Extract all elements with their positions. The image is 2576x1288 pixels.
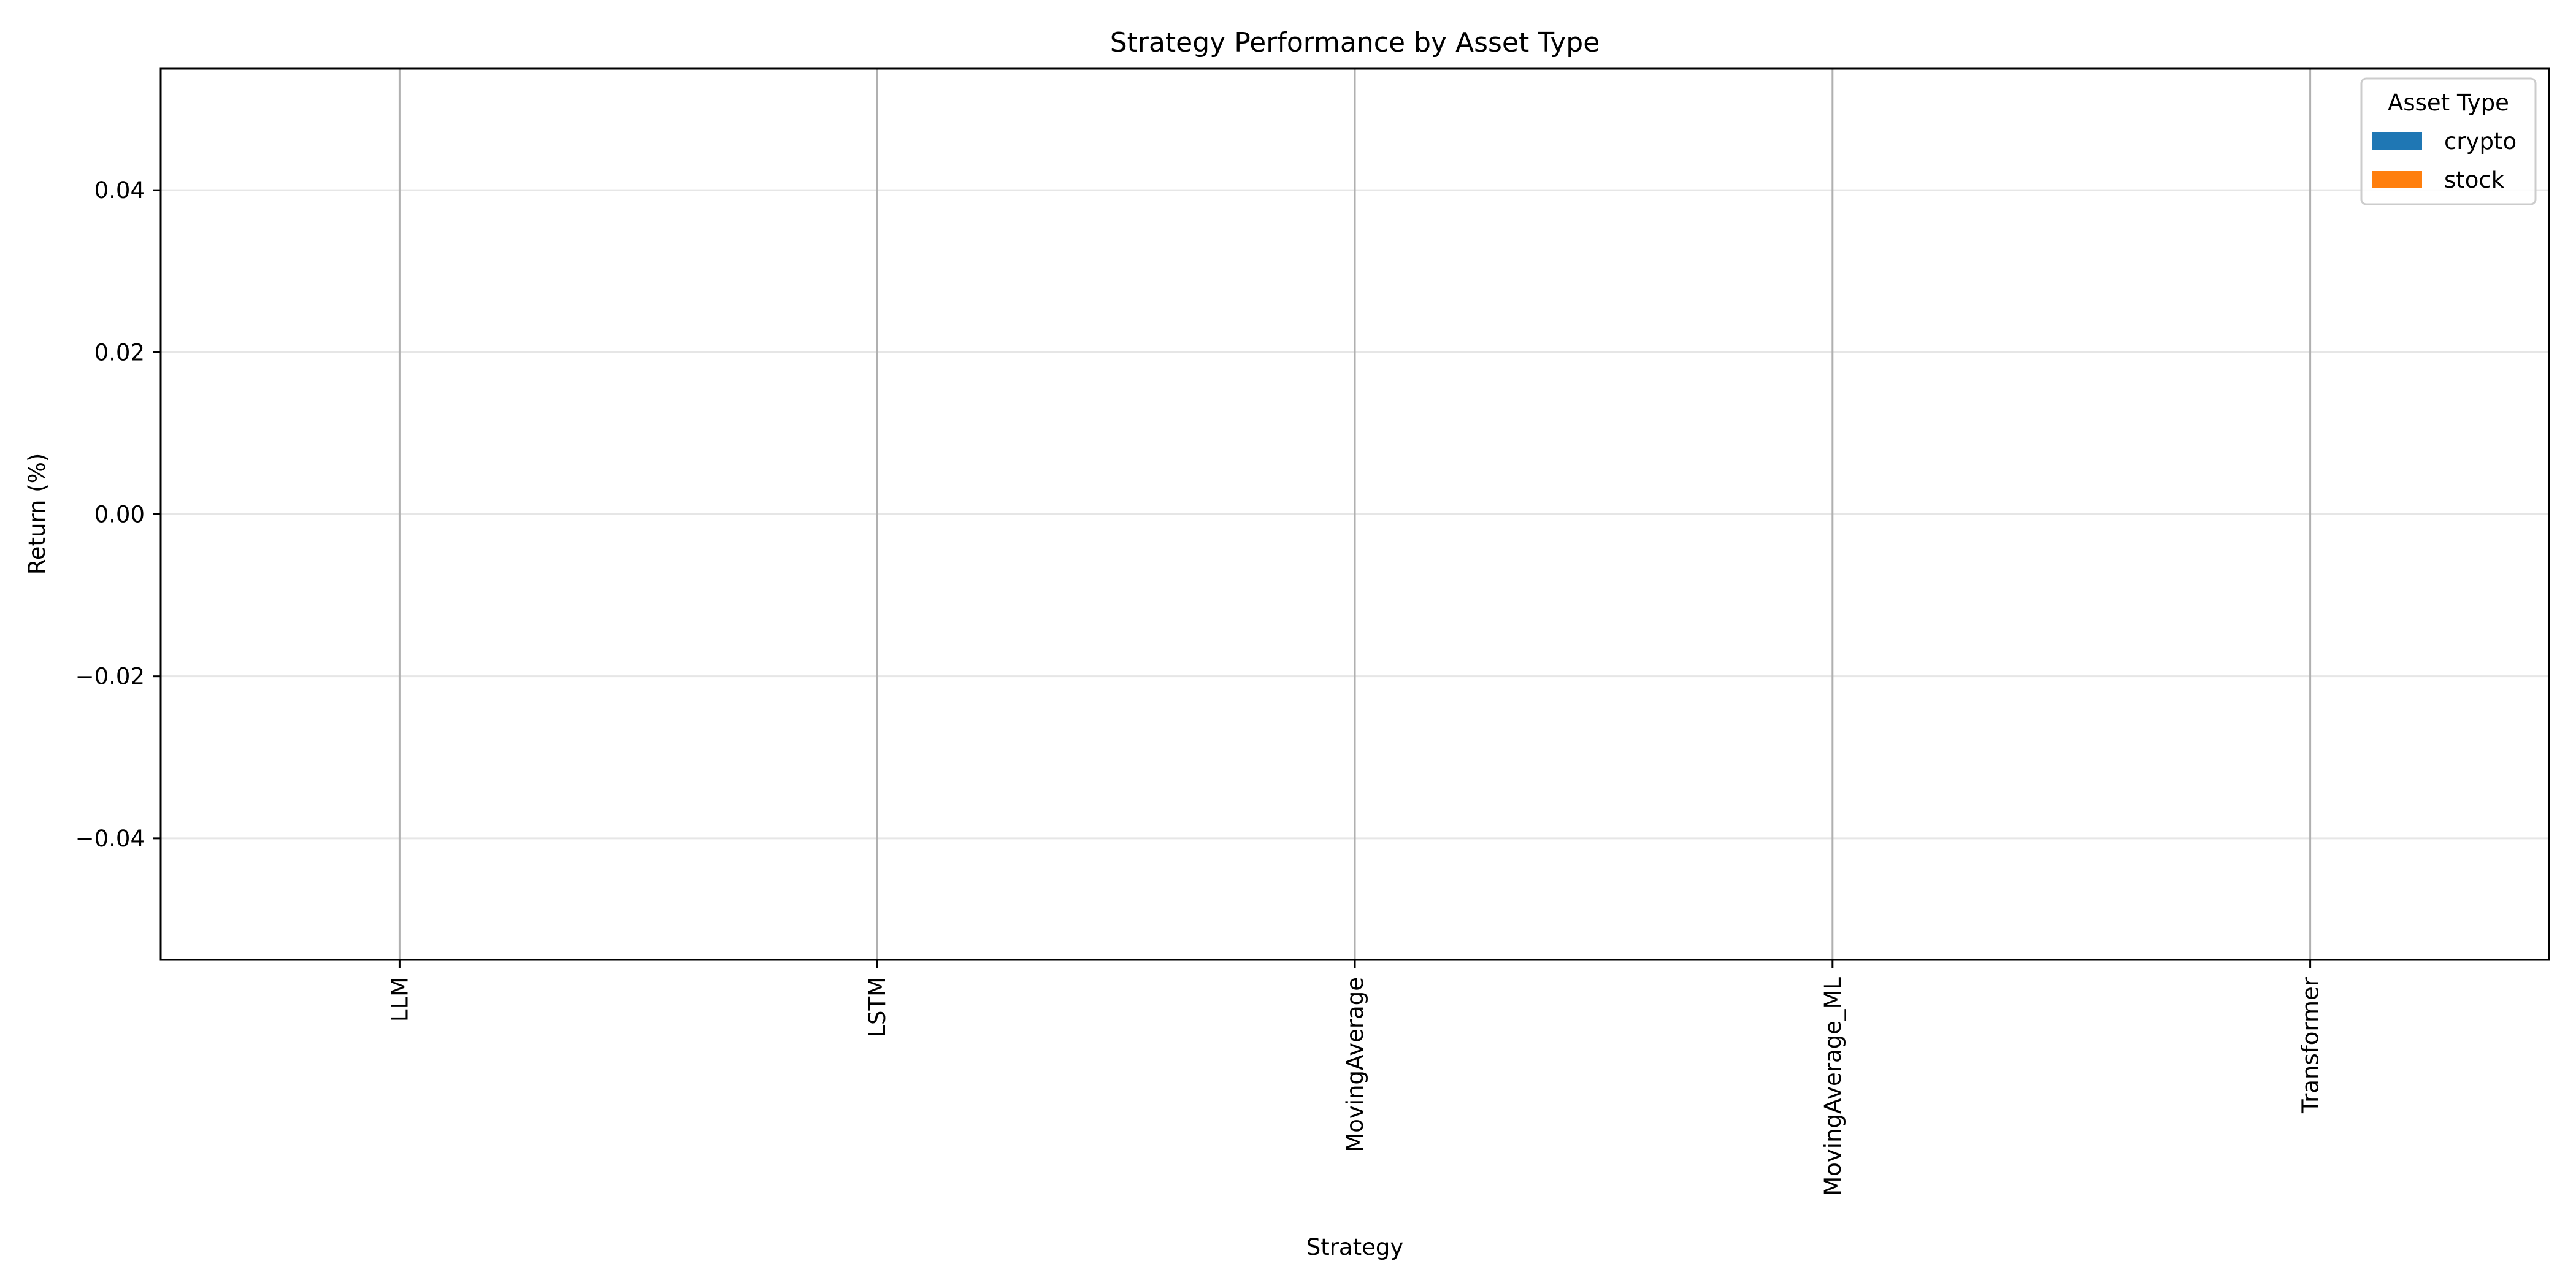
x-axis-title: Strategy xyxy=(1306,1234,1404,1260)
chart-title: Strategy Performance by Asset Type xyxy=(1110,27,1600,58)
y-axis-title: Return (%) xyxy=(24,453,50,575)
x-tick-label: Transformer xyxy=(2298,976,2324,1114)
y-tick-label: −0.04 xyxy=(75,826,145,852)
legend[interactable]: Asset Type crypto stock xyxy=(2360,77,2537,205)
legend-label-stock: stock xyxy=(2444,167,2505,193)
legend-swatch-crypto xyxy=(2372,132,2422,150)
y-tick-label: −0.02 xyxy=(75,664,145,690)
legend-swatch-stock xyxy=(2372,171,2422,188)
y-tick-label: 0.02 xyxy=(94,339,145,366)
y-tick-label: 0.04 xyxy=(94,177,145,204)
x-tick-label: LLM xyxy=(386,977,413,1022)
x-axis: LLM LSTM MovingAverage MovingAverage_ML Tran… xyxy=(386,960,2324,1196)
y-tick-label: 0.00 xyxy=(94,502,145,528)
x-tick-label: LSTM xyxy=(864,977,891,1038)
x-tick-label: MovingAverage xyxy=(1342,977,1368,1152)
legend-title: Asset Type xyxy=(2388,90,2509,116)
y-axis: −0.04 −0.02 0.00 0.02 0.04 xyxy=(75,177,161,852)
grid-lines xyxy=(161,69,2549,960)
x-tick-label: MovingAverage_ML xyxy=(1820,977,1846,1196)
legend-label-crypto: crypto xyxy=(2444,128,2517,155)
